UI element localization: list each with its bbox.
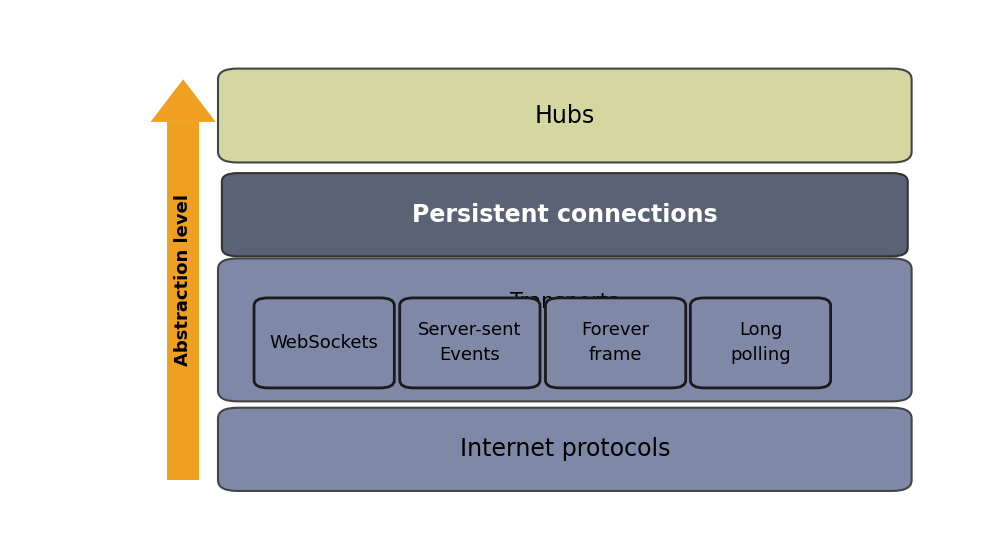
FancyBboxPatch shape xyxy=(218,69,912,162)
Text: Forever
frame: Forever frame xyxy=(582,321,650,365)
Polygon shape xyxy=(151,79,216,122)
Text: Abstraction level: Abstraction level xyxy=(174,194,192,366)
Text: Internet protocols: Internet protocols xyxy=(460,437,670,461)
FancyBboxPatch shape xyxy=(218,258,912,401)
Text: Hubs: Hubs xyxy=(535,104,595,127)
Text: Long
polling: Long polling xyxy=(730,321,791,365)
FancyBboxPatch shape xyxy=(222,173,908,257)
Text: WebSockets: WebSockets xyxy=(270,334,379,352)
FancyBboxPatch shape xyxy=(545,298,686,388)
FancyBboxPatch shape xyxy=(400,298,540,388)
FancyBboxPatch shape xyxy=(218,408,912,491)
Text: Transports: Transports xyxy=(510,292,619,312)
Text: Persistent connections: Persistent connections xyxy=(412,203,718,227)
FancyBboxPatch shape xyxy=(254,298,394,388)
FancyBboxPatch shape xyxy=(690,298,831,388)
Bar xyxy=(167,122,199,480)
Text: Server-sent
Events: Server-sent Events xyxy=(418,321,522,365)
